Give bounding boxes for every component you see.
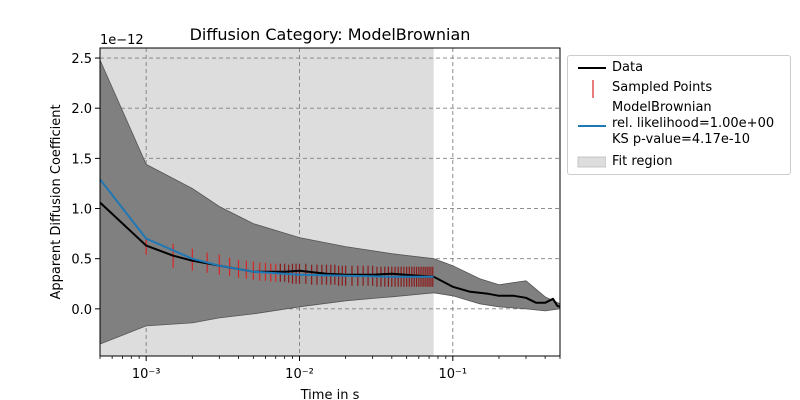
chart-title: Diffusion Category: ModelBrownian xyxy=(190,25,471,44)
y-tick-label-1: 0.5 xyxy=(71,253,92,268)
x-tick-label-0: 10⁻³ xyxy=(132,367,161,382)
y-tick-label-0: 0.0 xyxy=(71,303,92,318)
x-tick-label-2: 10⁻¹ xyxy=(439,367,468,382)
legend-label-data: Data xyxy=(612,60,644,75)
legend-item-data: Data xyxy=(568,60,790,76)
y-offset-label: 1e−12 xyxy=(100,33,144,48)
legend-item-fit-region: Fit region xyxy=(568,154,790,170)
y-axis-label: Apparent Diffusion Coefficient xyxy=(49,104,64,299)
legend-gray-patch-icon xyxy=(577,156,606,168)
x-axis-label: Time in s xyxy=(300,388,360,400)
legend-label-model: ModelBrownian rel. likelihood=1.00e+00 K… xyxy=(612,100,775,147)
x-tick-label-1: 10⁻² xyxy=(285,367,314,382)
legend-line-black-icon xyxy=(578,67,606,69)
legend-line-blue-icon xyxy=(578,125,606,127)
legend: Data Sampled Points ModelBrownian rel. l… xyxy=(567,55,791,175)
y-tick-label-3: 1.5 xyxy=(71,152,92,167)
legend-red-tick-icon xyxy=(592,80,594,98)
y-tick-label-2: 1.0 xyxy=(71,203,92,218)
legend-item-sampled-points: Sampled Points xyxy=(568,80,790,98)
y-tick-label-4: 2.0 xyxy=(71,102,92,117)
series-lines-layer xyxy=(99,178,561,308)
ticks-layer: 10⁻³ 10⁻² 10⁻¹ 0.0 0.5 1.0 1.5 2.0 2.5 xyxy=(71,52,561,382)
legend-item-model: ModelBrownian rel. likelihood=1.00e+00 K… xyxy=(568,100,790,150)
legend-label-sampled-points: Sampled Points xyxy=(612,80,713,95)
y-tick-label-5: 2.5 xyxy=(71,52,92,67)
axes-frame xyxy=(99,47,561,357)
legend-label-fit-region: Fit region xyxy=(612,154,673,169)
model-brownian-line xyxy=(99,178,434,278)
